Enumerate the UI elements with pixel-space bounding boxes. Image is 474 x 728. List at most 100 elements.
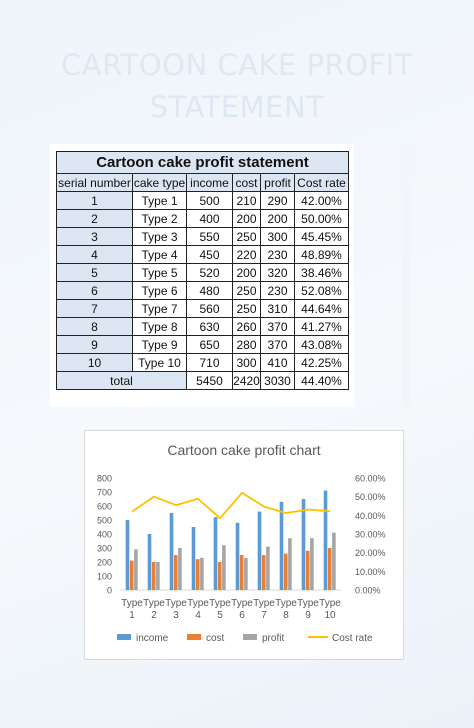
income-bar: [323, 490, 328, 590]
x-tick-label-line1: Type: [253, 598, 275, 609]
cost-bar: [327, 548, 332, 590]
income-bar: [257, 511, 262, 590]
profit-bar: [244, 557, 248, 590]
cost-bar: [195, 559, 200, 590]
table-cell: 480: [186, 281, 233, 300]
col-header-income: income: [186, 173, 233, 192]
income-bar: [279, 501, 284, 590]
table-row: 1 Type 1 500 210 290 42.00%: [56, 191, 349, 210]
cost-bar: [261, 555, 266, 590]
table-cell: 8: [56, 317, 133, 336]
total-income: 5450: [186, 371, 233, 390]
table-cell: 38.46%: [294, 263, 349, 282]
table-row: 8 Type 8 630 260 370 41.27%: [56, 317, 349, 336]
table-cell: Type 5: [132, 263, 187, 282]
table-cell: 370: [260, 317, 295, 336]
cost-rate-line: [131, 491, 331, 520]
table-cell: 410: [260, 353, 295, 372]
table-cell: 6: [56, 281, 133, 300]
y-left-tick-label: 500: [97, 516, 112, 526]
x-tick-label-line1: Type: [275, 598, 297, 609]
table-cell: Type 4: [132, 245, 187, 264]
chart-card: Cartoon cake profit chart 0 100 200 300 400 50…: [84, 430, 404, 660]
income-bar: [213, 517, 218, 590]
income-bar: [147, 534, 152, 590]
table-row: 7 Type 7 560 250 310 44.64%: [56, 299, 349, 318]
y-left-tick-label: 700: [97, 488, 112, 498]
col-header-serial: serial number: [56, 173, 133, 192]
profit-bar: [222, 545, 226, 590]
table-cell: 250: [232, 299, 261, 318]
table-cell: 260: [232, 317, 261, 336]
legend-label: Cost rate: [332, 633, 373, 644]
profit-bar: [200, 557, 204, 590]
table-cell: 560: [186, 299, 233, 318]
income-bar: [301, 499, 306, 590]
chart-title: Cartoon cake profit chart: [167, 442, 320, 458]
table-cell: 320: [260, 263, 295, 282]
cost-bar: [305, 550, 310, 590]
table-cell: 220: [232, 245, 261, 264]
table-cell: Type 3: [132, 227, 187, 246]
x-tick-label-line2: 10: [324, 610, 336, 621]
table-cell: 230: [260, 281, 295, 300]
table-row: 6 Type 6 480 250 230 52.08%: [56, 281, 349, 300]
table-cell: 400: [186, 209, 233, 228]
table-cell: 45.45%: [294, 227, 349, 246]
table-cell: 50.00%: [294, 209, 349, 228]
col-header-profit: profit: [260, 173, 295, 192]
profit-bar: [332, 532, 336, 590]
table-cell: 300: [260, 227, 295, 246]
y-left-tick-label: 200: [97, 558, 112, 568]
y-left-tick-label: 300: [97, 544, 112, 554]
table-cell: 450: [186, 245, 233, 264]
y-right-tick-label: 30.00%: [355, 530, 386, 540]
profit-bar: [288, 538, 292, 590]
cost-bar: [173, 555, 178, 590]
income-bar: [235, 522, 240, 590]
table-cell: 290: [260, 191, 295, 210]
table-cell: 1: [56, 191, 133, 210]
table-cell: 10: [56, 353, 133, 372]
page-title: CARTOON CAKE PROFIT STATEMENT: [0, 44, 474, 128]
table-row: 3 Type 3 550 250 300 45.45%: [56, 227, 349, 246]
x-tick-label-line1: Type: [187, 598, 209, 609]
x-tick-label-line2: 9: [305, 610, 311, 621]
page-title-text: CARTOON CAKE PROFIT STATEMENT: [61, 48, 413, 124]
table-row: 9 Type 9 650 280 370 43.08%: [56, 335, 349, 354]
total-rate: 44.40%: [294, 371, 349, 390]
table-title: Cartoon cake profit statement: [56, 151, 349, 174]
table-cell: Type 10: [132, 353, 187, 372]
y-left-tick-label: 400: [97, 530, 112, 540]
x-tick-label-line2: 7: [261, 610, 267, 621]
cost-bar: [217, 562, 222, 590]
table-cell: 9: [56, 335, 133, 354]
table-cell: 370: [260, 335, 295, 354]
x-tick-label-line1: Type: [297, 598, 319, 609]
y-right-tick-label: 60.00%: [355, 474, 386, 484]
table-cell: 52.08%: [294, 281, 349, 300]
table-cell: 4: [56, 245, 133, 264]
x-tick-label-line1: Type: [319, 598, 341, 609]
y-right-tick-label: 50.00%: [355, 492, 386, 502]
table-cell: 42.00%: [294, 191, 349, 210]
table-cell: 43.08%: [294, 335, 349, 354]
table-cell: 520: [186, 263, 233, 282]
table-row: 5 Type 5 520 200 320 38.46%: [56, 263, 349, 282]
y-right-tick-label: 40.00%: [355, 511, 386, 521]
table-cell: 42.25%: [294, 353, 349, 372]
table-cell: 200: [232, 263, 261, 282]
col-header-rate: Cost rate: [294, 173, 349, 192]
x-tick-label-line2: 1: [129, 610, 135, 621]
table-cell: 710: [186, 353, 233, 372]
table-cell: 250: [232, 227, 261, 246]
y-left-tick-label: 100: [97, 572, 112, 582]
profit-bar: [134, 549, 138, 590]
legend-label: income: [136, 633, 169, 644]
table-cell: 210: [232, 191, 261, 210]
profit-chart: Cartoon cake profit chart010020030040050…: [97, 442, 386, 644]
x-tick-label-line2: 6: [239, 610, 245, 621]
cost-bar: [151, 562, 156, 590]
table-cell: Type 7: [132, 299, 187, 318]
table-cell: 2: [56, 209, 133, 228]
